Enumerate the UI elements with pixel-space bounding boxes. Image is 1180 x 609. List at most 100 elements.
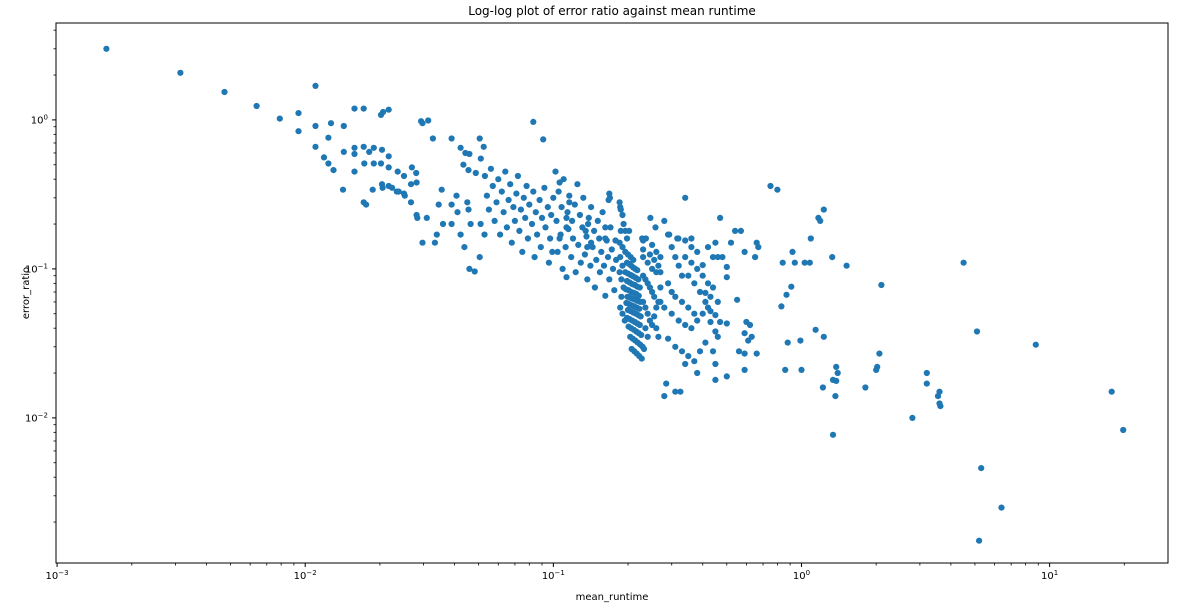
data-point — [477, 155, 484, 162]
data-point — [752, 254, 759, 261]
data-point — [688, 244, 695, 251]
data-point — [651, 293, 658, 300]
data-point — [651, 313, 658, 320]
data-point — [616, 269, 623, 276]
data-point — [685, 272, 692, 279]
data-point — [559, 265, 566, 272]
data-point — [460, 161, 467, 168]
data-point — [476, 254, 483, 261]
data-point — [548, 211, 555, 219]
data-point — [177, 69, 184, 76]
data-point — [753, 239, 760, 246]
data-point — [351, 150, 358, 158]
data-point — [702, 298, 709, 305]
data-point — [649, 265, 656, 272]
data-point — [377, 160, 385, 167]
data-point — [585, 214, 592, 221]
data-point — [649, 288, 656, 296]
data-point — [312, 82, 319, 89]
data-point — [621, 317, 628, 324]
data-point — [448, 135, 455, 142]
data-point — [378, 146, 386, 153]
data-point — [717, 318, 724, 326]
data-point — [691, 310, 698, 317]
data-point — [351, 105, 358, 112]
data-point — [1032, 341, 1039, 348]
data-point — [522, 214, 529, 221]
data-point — [457, 231, 464, 238]
data-point — [485, 206, 492, 213]
data-point — [493, 199, 500, 206]
data-point — [637, 313, 644, 320]
data-point — [425, 117, 432, 124]
data-point — [585, 220, 592, 228]
data-point — [635, 292, 642, 299]
data-point — [609, 265, 617, 272]
data-point — [661, 217, 668, 224]
data-point — [439, 220, 447, 228]
data-point — [723, 263, 730, 271]
data-point — [657, 254, 664, 261]
data-point — [646, 251, 654, 258]
data-point — [661, 393, 668, 400]
data-point — [672, 254, 679, 261]
data-point — [653, 325, 660, 332]
data-point — [735, 348, 743, 355]
data-point — [581, 251, 589, 258]
data-point — [563, 214, 570, 221]
data-point — [413, 179, 420, 186]
data-point — [554, 248, 561, 255]
data-point — [497, 231, 504, 238]
data-point — [806, 259, 813, 266]
data-point — [520, 194, 527, 201]
data-point — [798, 366, 805, 373]
data-point — [505, 196, 512, 204]
data-point — [600, 262, 608, 269]
data-point — [556, 179, 563, 186]
data-point — [712, 360, 719, 368]
data-point — [487, 165, 494, 172]
data-point — [819, 384, 827, 391]
data-point — [622, 227, 629, 234]
data-point — [978, 465, 985, 472]
data-point — [461, 244, 468, 251]
data-point — [400, 172, 408, 180]
data-point — [642, 304, 649, 311]
data-point — [653, 248, 660, 255]
data-point — [783, 291, 790, 298]
data-point — [620, 220, 627, 228]
data-point — [619, 262, 626, 269]
data-point — [593, 256, 600, 263]
data-point — [360, 105, 367, 112]
data-point — [640, 237, 647, 244]
data-point — [566, 192, 573, 199]
data-point — [619, 310, 626, 317]
data-point — [649, 241, 656, 248]
data-point — [591, 284, 599, 291]
data-point — [696, 288, 704, 296]
data-point — [734, 296, 741, 303]
data-point — [678, 272, 686, 279]
data-point — [604, 254, 612, 261]
data-point — [534, 231, 541, 238]
data-point — [602, 292, 609, 299]
data-point — [791, 259, 798, 266]
data-point — [320, 154, 328, 161]
data-point — [607, 224, 614, 231]
data-point — [419, 120, 426, 127]
data-point — [431, 239, 438, 246]
data-point — [862, 384, 869, 391]
data-point — [647, 214, 654, 221]
data-point — [537, 244, 544, 251]
data-point — [584, 276, 591, 283]
data-point — [617, 206, 624, 213]
data-point — [623, 235, 631, 242]
data-point — [413, 169, 420, 177]
data-point — [644, 333, 651, 340]
data-point — [330, 167, 337, 174]
data-point — [276, 115, 283, 122]
data-point — [556, 235, 563, 242]
data-point — [616, 199, 623, 206]
data-point — [571, 201, 578, 208]
data-point — [510, 204, 517, 211]
